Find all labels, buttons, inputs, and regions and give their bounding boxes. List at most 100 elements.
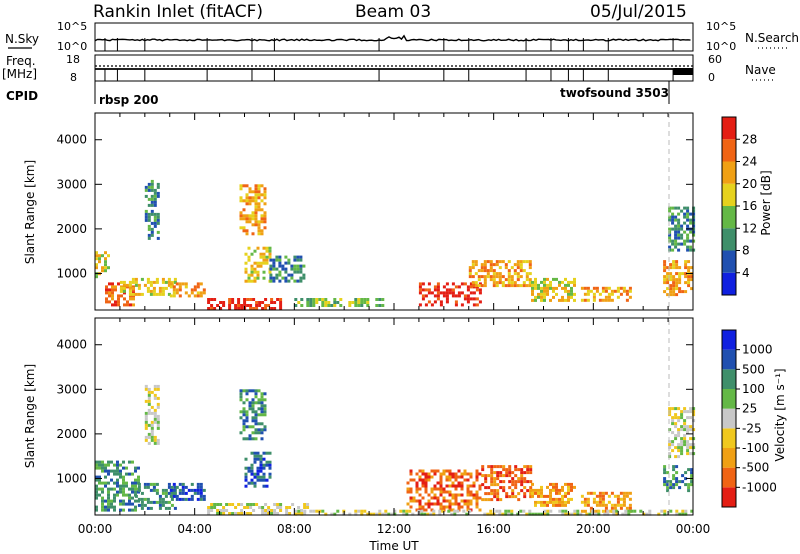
velocity-echo-region-4 [207, 503, 310, 515]
station-title: Rankin Inlet (fitACF) [93, 2, 263, 22]
cpid-program-2: twofsound 3503 [560, 86, 669, 100]
velocity-ylabel: Slant Range [km] [23, 364, 37, 468]
power-echo-region-13 [580, 286, 632, 302]
power-colorbar-label: Power [dB] [759, 170, 773, 235]
velocity-echo-region-3 [169, 482, 206, 501]
velocity-echo-region-1 [134, 482, 177, 510]
freq-tick-low: 8 [70, 71, 77, 84]
velocity-y-axis: 1000 2000 3000 4000 [56, 338, 693, 485]
velocity-ytick-label-0: 1000 [56, 471, 87, 485]
velocity-xtick-label-6: 00:00 [676, 522, 711, 536]
velocity-ytick-label-2: 3000 [56, 382, 87, 396]
velocity-echo-region-9 [531, 482, 576, 507]
freq-label-line1: Freq. [6, 54, 36, 68]
velocity-echo-region-5 [239, 389, 267, 441]
velocity-colorbar-swatch-4 [722, 408, 736, 429]
noise-tick-high-right: 10^5 [706, 20, 736, 33]
velocity-colorbar: -1000 -500 -100 -25 25 100 500 1000 Velocity [m… [721, 329, 787, 508]
nave-tick-high: 60 [708, 53, 722, 66]
power-colorbar-tick-2: 12 [742, 221, 757, 235]
velocity-echo-region-0 [95, 460, 140, 512]
velocity-xtick-label-2: 08:00 [277, 522, 312, 536]
power-echo-map [95, 179, 696, 310]
date-title: 05/Jul/2015 [590, 2, 687, 22]
power-ytick-label-3: 4000 [56, 133, 87, 147]
beam-title: Beam 03 [355, 2, 431, 22]
velocity-colorbar-swatch-0 [722, 487, 736, 507]
velocity-colorbar-tick-7: 1000 [742, 343, 773, 357]
power-echo-region-9 [294, 298, 385, 307]
power-colorbar-swatch-7 [722, 117, 736, 140]
power-colorbar-swatch-2 [722, 228, 736, 251]
power-echo-region-14 [663, 260, 694, 297]
power-ylabel: Slant Range [km] [23, 160, 37, 264]
power-ytick-label-0: 1000 [56, 266, 87, 280]
power-y-axis: 1000 2000 3000 4000 [56, 133, 693, 280]
power-colorbar-tick-0: 4 [742, 266, 750, 280]
power-ytick-label-2: 3000 [56, 177, 87, 191]
velocity-xtick-label-3: 12:00 [377, 522, 412, 536]
velocity-colorbar-swatch-5 [722, 389, 736, 409]
noise-panel: N.Sky N.Search 10^5 10^0 10^5 10^0 [5, 20, 799, 53]
power-colorbar-swatch-1 [722, 250, 736, 273]
velocity-echo-region-8 [481, 465, 533, 502]
velocity-echo-region-6 [244, 451, 272, 488]
velocity-xtick-label-0: 00:00 [78, 522, 113, 536]
velocity-colorbar-tick-5: 100 [742, 382, 765, 396]
power-colorbar-swatch-3 [722, 206, 736, 229]
power-colorbar-swatch-4 [722, 183, 736, 206]
power-echo-region-8 [269, 255, 306, 283]
noise-trace [94, 34, 691, 51]
velocity-colorbar-tick-3: -25 [742, 421, 762, 435]
power-echo-region-11 [468, 260, 532, 288]
velocity-colorbar-swatch-2 [722, 448, 736, 468]
velocity-colorbar-swatch-8 [722, 330, 736, 350]
velocity-colorbar-tick-2: -100 [742, 441, 769, 455]
nsearch-label: N.Search [745, 31, 799, 45]
velocity-x-axis: 00:00 04:00 08:00 12:00 16:00 20:00 00:00 [78, 318, 711, 536]
cpid-label: CPID [6, 89, 38, 103]
power-colorbar-tick-1: 8 [742, 244, 750, 258]
velocity-xtick-label-4: 16:00 [476, 522, 511, 536]
power-ytick-label-1: 2000 [56, 222, 87, 236]
freq-label-line2: [MHz] [2, 67, 37, 81]
cpid-panel: CPID rbsp 200 twofsound 3503 [6, 81, 670, 107]
frequency-panel: Freq. [MHz] Nave 18 8 60 0 [2, 53, 776, 84]
power-panel: 1000 2000 3000 4000 Slant Range [km] [23, 112, 696, 311]
power-echo-region-3 [144, 179, 160, 240]
power-echo-region-6 [239, 184, 267, 236]
cpid-program-1: rbsp 200 [99, 93, 158, 107]
power-echo-region-5 [207, 298, 283, 310]
velocity-ytick-label-1: 2000 [56, 427, 87, 441]
velocity-colorbar-tick-6: 500 [742, 362, 765, 376]
power-x-ticks [94, 113, 694, 310]
velocity-colorbar-swatch-7 [722, 349, 736, 370]
power-colorbar: 4 8 12 16 20 24 28 Power [dB] [721, 116, 773, 296]
velocity-xtick-label-1: 04:00 [177, 522, 212, 536]
power-echo-region-15 [668, 206, 696, 252]
power-colorbar-swatch-6 [722, 139, 736, 162]
velocity-echo-map [95, 384, 696, 516]
velocity-colorbar-swatch-6 [722, 369, 736, 389]
frequency-trace [95, 65, 693, 81]
velocity-colorbar-tick-0: -1000 [742, 480, 777, 494]
x-axis-label: Time UT [368, 539, 419, 553]
velocity-echo-region-13 [668, 407, 696, 459]
power-colorbar-tick-4: 20 [742, 177, 757, 191]
velocity-echo-region-11 [294, 509, 694, 516]
velocity-colorbar-tick-4: 25 [742, 402, 757, 416]
power-echo-region-10 [418, 282, 482, 307]
noise-tick-low-left: 10^0 [57, 40, 87, 53]
power-echo-region-7 [244, 246, 272, 283]
velocity-echo-region-2 [144, 384, 160, 445]
power-colorbar-tick-3: 16 [742, 199, 757, 213]
velocity-colorbar-label: Velocity [m s⁻¹] [773, 368, 787, 461]
velocity-colorbar-tick-1: -500 [742, 461, 769, 475]
velocity-colorbar-swatch-1 [722, 467, 736, 488]
velocity-colorbar-swatch-3 [722, 428, 736, 448]
noise-tick-high-left: 10^5 [57, 20, 87, 33]
power-colorbar-swatch-5 [722, 161, 736, 184]
power-echo-region-12 [531, 277, 576, 302]
